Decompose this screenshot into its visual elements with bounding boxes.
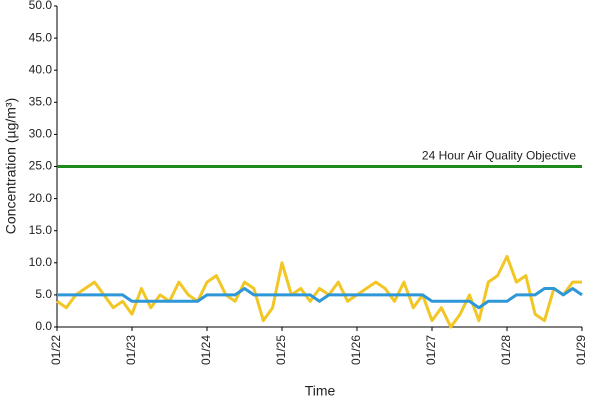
x-tick-label: 01/24 <box>199 335 213 365</box>
x-axis-label: Time <box>305 383 336 399</box>
objective-label: 24 Hour Air Quality Objective <box>422 149 576 163</box>
y-axis-label: Concentration (µg/m³) <box>3 98 19 234</box>
y-tick-label: 0.0 <box>35 319 52 333</box>
y-tick-label: 30.0 <box>29 127 53 141</box>
y-tick-label: 10.0 <box>29 255 53 269</box>
y-tick-label: 45.0 <box>29 30 53 44</box>
x-tick-label: 01/27 <box>424 335 438 365</box>
y-tick-label: 20.0 <box>29 191 53 205</box>
series-line <box>57 287 583 310</box>
x-tick-label: 01/28 <box>499 335 513 365</box>
y-tick-label: 50.0 <box>29 0 53 12</box>
x-tick-label: 01/22 <box>49 335 63 365</box>
x-tick-label: 01/29 <box>574 335 588 365</box>
x-tick-label: 01/23 <box>124 335 138 365</box>
y-tick-label: 5.0 <box>35 287 52 301</box>
series-line <box>56 254 582 329</box>
x-tick-label: 01/26 <box>349 335 363 365</box>
y-tick-label: 25.0 <box>29 159 53 173</box>
y-tick-label: 40.0 <box>29 62 53 76</box>
x-tick-label: 01/25 <box>274 335 288 365</box>
y-tick-label: 35.0 <box>29 94 53 108</box>
y-tick-label: 15.0 <box>29 223 53 237</box>
